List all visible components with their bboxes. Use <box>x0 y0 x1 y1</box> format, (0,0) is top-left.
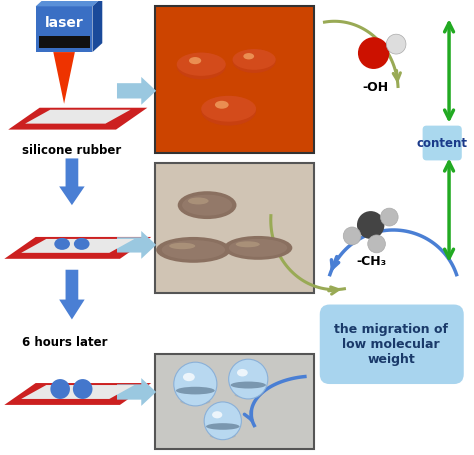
Ellipse shape <box>183 373 195 381</box>
Polygon shape <box>59 158 85 205</box>
Polygon shape <box>4 237 151 259</box>
Polygon shape <box>53 52 75 104</box>
Polygon shape <box>21 385 135 399</box>
Polygon shape <box>59 270 85 319</box>
Polygon shape <box>117 77 156 105</box>
Polygon shape <box>21 239 135 253</box>
Bar <box>155 163 314 293</box>
Bar <box>155 354 314 449</box>
Ellipse shape <box>243 53 254 60</box>
Ellipse shape <box>156 237 231 263</box>
Ellipse shape <box>180 398 210 405</box>
Ellipse shape <box>178 191 237 219</box>
Ellipse shape <box>189 57 201 64</box>
Circle shape <box>50 379 70 399</box>
Ellipse shape <box>206 423 239 430</box>
Ellipse shape <box>55 238 70 250</box>
Ellipse shape <box>74 238 90 250</box>
Ellipse shape <box>177 53 226 80</box>
Text: laser: laser <box>45 16 83 30</box>
Ellipse shape <box>210 433 236 439</box>
Ellipse shape <box>212 411 222 418</box>
Ellipse shape <box>182 195 232 216</box>
Ellipse shape <box>169 243 195 249</box>
Ellipse shape <box>188 197 209 204</box>
Text: silicone rubber: silicone rubber <box>22 143 121 157</box>
Ellipse shape <box>201 96 256 121</box>
Circle shape <box>204 402 241 440</box>
Circle shape <box>343 227 361 245</box>
Text: -CH₃: -CH₃ <box>356 255 387 268</box>
Ellipse shape <box>236 241 260 247</box>
Text: content: content <box>417 137 468 150</box>
Circle shape <box>358 37 389 69</box>
FancyBboxPatch shape <box>320 304 464 384</box>
Circle shape <box>381 208 398 226</box>
Ellipse shape <box>229 239 287 257</box>
Bar <box>36 6 92 52</box>
Polygon shape <box>92 0 102 52</box>
FancyBboxPatch shape <box>423 126 462 161</box>
Ellipse shape <box>177 53 226 76</box>
Polygon shape <box>117 231 156 259</box>
Bar <box>155 6 314 153</box>
Circle shape <box>174 362 217 406</box>
Ellipse shape <box>224 236 292 260</box>
Circle shape <box>386 34 406 54</box>
Text: the migration of
low molecular
weight: the migration of low molecular weight <box>334 323 448 366</box>
Text: -OH: -OH <box>363 81 389 94</box>
Text: 6 hours later: 6 hours later <box>22 336 108 349</box>
Polygon shape <box>36 0 102 6</box>
Circle shape <box>73 379 92 399</box>
Circle shape <box>357 211 384 239</box>
Ellipse shape <box>215 101 228 109</box>
Polygon shape <box>117 378 156 406</box>
Ellipse shape <box>201 96 256 126</box>
Ellipse shape <box>237 369 248 376</box>
Ellipse shape <box>235 392 262 398</box>
Ellipse shape <box>176 387 215 394</box>
Ellipse shape <box>233 49 276 70</box>
Polygon shape <box>25 110 130 124</box>
Circle shape <box>368 235 385 253</box>
Ellipse shape <box>231 382 266 389</box>
Polygon shape <box>4 383 151 405</box>
Ellipse shape <box>233 49 276 73</box>
Ellipse shape <box>162 240 225 259</box>
Circle shape <box>228 359 268 399</box>
Bar <box>38 36 90 48</box>
Polygon shape <box>8 108 147 130</box>
